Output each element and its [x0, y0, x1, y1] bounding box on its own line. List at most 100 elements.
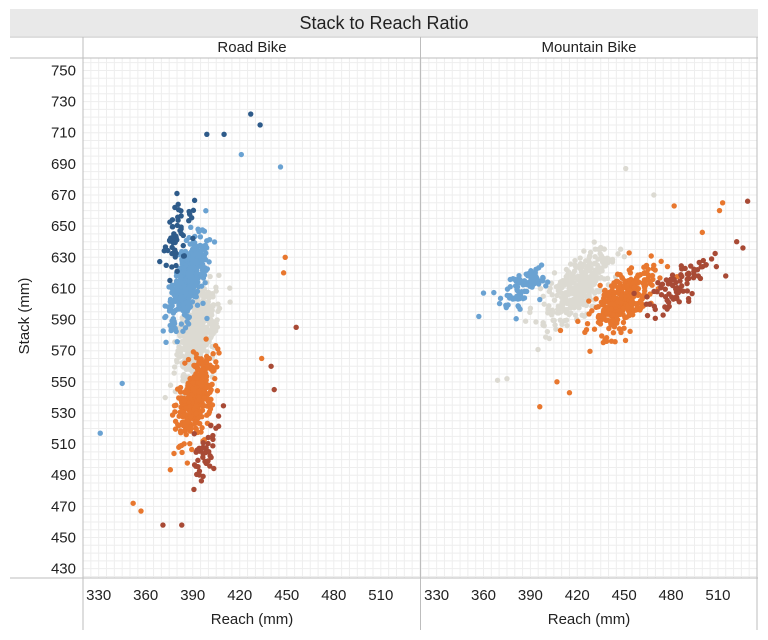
data-point — [187, 428, 193, 434]
x-tick-label: 330 — [424, 587, 449, 604]
data-point — [638, 305, 644, 311]
data-point — [181, 397, 188, 404]
data-point — [200, 342, 207, 349]
data-point — [557, 317, 563, 323]
data-point — [584, 320, 591, 327]
data-point — [560, 293, 566, 300]
data-point — [177, 428, 184, 434]
data-point — [173, 328, 179, 335]
data-point — [175, 421, 181, 428]
data-point — [554, 310, 561, 316]
data-point — [662, 286, 668, 292]
data-point — [564, 322, 570, 329]
data-point — [170, 223, 176, 230]
data-point — [673, 279, 679, 286]
data-point — [623, 165, 629, 172]
data-point — [193, 351, 199, 357]
data-point — [207, 305, 213, 312]
data-point — [562, 298, 568, 304]
data-point — [559, 284, 565, 291]
data-point — [185, 356, 192, 363]
data-point — [570, 270, 576, 277]
data-point — [582, 329, 588, 335]
data-point — [594, 262, 601, 268]
data-point — [195, 252, 202, 259]
data-point — [215, 308, 221, 315]
data-point — [174, 386, 181, 392]
data-point — [604, 275, 611, 282]
y-tick-label: 490 — [51, 467, 76, 484]
data-point — [673, 294, 680, 301]
data-point — [190, 379, 196, 386]
data-point — [182, 360, 188, 366]
data-point — [163, 262, 169, 269]
data-point — [193, 259, 200, 266]
data-point — [578, 282, 584, 288]
data-point — [597, 321, 604, 327]
data-point — [172, 204, 178, 211]
data-point — [669, 272, 676, 278]
data-point — [610, 291, 617, 298]
y-tick-label: 730 — [51, 94, 76, 111]
data-point — [606, 291, 613, 298]
data-point — [628, 301, 634, 307]
data-point — [199, 425, 205, 431]
data-point — [593, 296, 599, 302]
x-tick-label: 450 — [612, 587, 637, 604]
data-point — [206, 236, 213, 243]
y-tick-label: 570 — [51, 343, 76, 360]
data-point — [577, 255, 583, 261]
data-point — [175, 217, 181, 223]
data-point — [167, 277, 173, 284]
data-point — [591, 239, 597, 245]
data-point — [193, 463, 199, 469]
data-point — [586, 259, 593, 265]
data-point — [658, 258, 664, 265]
data-point — [206, 409, 213, 415]
x-axis-label-mountain: Reach (mm) — [548, 611, 631, 628]
data-point — [178, 230, 184, 237]
data-point — [192, 344, 199, 351]
data-point — [196, 338, 202, 344]
data-point — [195, 283, 202, 290]
data-point — [537, 285, 544, 292]
data-point — [191, 486, 197, 493]
data-point — [699, 229, 706, 236]
data-point — [523, 288, 530, 295]
data-point — [695, 273, 702, 279]
x-tick-label: 420 — [227, 587, 252, 604]
data-point — [644, 294, 650, 300]
data-point — [183, 431, 189, 438]
data-point — [599, 333, 605, 339]
data-point — [596, 246, 602, 253]
data-point — [205, 390, 211, 397]
data-point — [640, 280, 646, 286]
data-point — [183, 405, 189, 411]
data-point — [216, 350, 222, 356]
y-tick-label: 590 — [51, 312, 76, 329]
data-point — [551, 270, 558, 276]
data-point — [215, 346, 221, 352]
data-point — [207, 463, 213, 469]
data-point — [214, 388, 221, 394]
data-point — [138, 508, 144, 514]
data-point — [691, 271, 697, 277]
data-point — [601, 307, 607, 313]
data-point — [716, 207, 723, 214]
y-tick-label: 670 — [51, 187, 76, 204]
data-point — [660, 312, 666, 318]
axes-layer — [10, 36, 758, 630]
data-point — [682, 265, 688, 272]
data-point — [200, 473, 206, 480]
data-point — [192, 388, 198, 395]
data-point — [173, 262, 179, 269]
data-point — [586, 298, 592, 304]
data-point — [201, 255, 208, 262]
y-tick-label: 750 — [51, 62, 76, 79]
data-point — [740, 245, 746, 251]
data-point — [684, 288, 691, 294]
data-point — [586, 311, 592, 317]
data-point — [566, 390, 573, 396]
data-point — [193, 271, 200, 277]
